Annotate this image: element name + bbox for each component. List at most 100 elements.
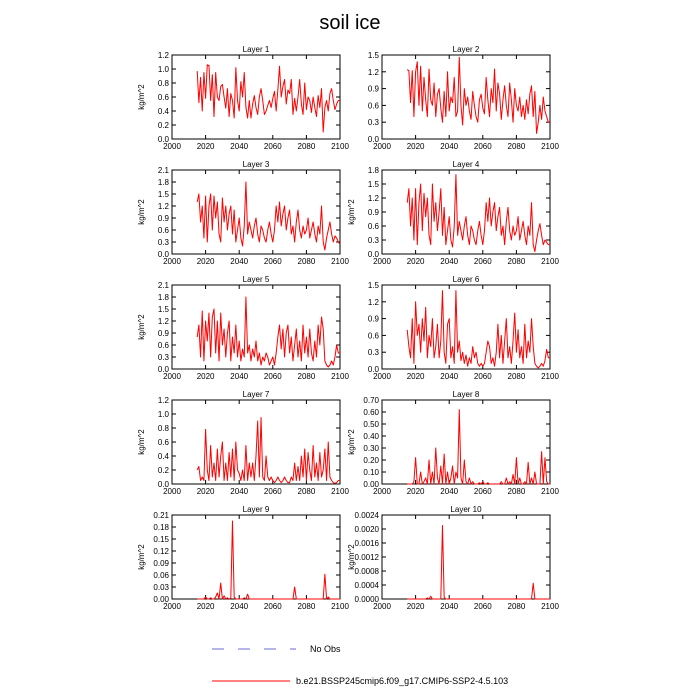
y-axis-label: kg/m^2 <box>137 84 146 110</box>
y-tick-label: 0.03 <box>153 583 169 592</box>
panel-layer-1: Layer 1 2000 2020 2040 2060 2080 2100 0.0 0.2 0.4… <box>137 45 349 151</box>
x-tick-label: 2000 <box>163 142 181 151</box>
x-tick-label: 2000 <box>373 372 391 381</box>
y-tick-label: 0.0008 <box>355 567 380 576</box>
panel-title: Layer 1 <box>243 45 270 54</box>
y-tick-label: 0.0 <box>158 135 170 144</box>
legend: No Obs b.e21.BSSP245cmip6.f09_g17.CMIP6-… <box>212 644 508 686</box>
x-tick-label: 2100 <box>541 257 559 266</box>
x-tick-label: 2000 <box>373 487 391 496</box>
y-tick-label: 1.5 <box>368 180 380 189</box>
y-tick-label: 1.2 <box>158 202 170 211</box>
y-tick-label: 0.6 <box>158 438 170 447</box>
x-tick-label: 2080 <box>298 487 316 496</box>
x-tick-label: 2000 <box>163 372 181 381</box>
plot-frame <box>171 169 341 255</box>
y-tick-label: 0.9 <box>158 214 170 223</box>
x-tick-label: 2060 <box>264 487 282 496</box>
y-axis-label: kg/m^2 <box>347 199 356 225</box>
y-tick-label: 0.0 <box>158 480 170 489</box>
y-tick-label: 1.2 <box>368 68 380 77</box>
plot-frame <box>381 284 551 370</box>
y-tick-label: 0.0 <box>158 250 170 259</box>
x-tick-label: 2060 <box>264 257 282 266</box>
series-line-1 <box>406 174 550 253</box>
x-tick-label: 2040 <box>230 487 248 496</box>
panel-title: Layer 7 <box>243 390 270 399</box>
panel-title: Layer 10 <box>450 505 482 514</box>
x-tick-label: 2020 <box>407 372 425 381</box>
y-tick-label: 0.0004 <box>355 581 380 590</box>
x-tick-label: 2080 <box>298 142 316 151</box>
x-tick-label: 2100 <box>541 602 559 611</box>
y-tick-label: 0.3 <box>158 353 170 362</box>
y-tick-label: 0.0 <box>368 135 380 144</box>
plot-frame <box>381 169 551 255</box>
x-tick-label: 2100 <box>331 142 349 151</box>
y-tick-label: 0.6 <box>158 93 170 102</box>
y-tick-label: 0.21 <box>153 511 169 520</box>
x-tick-label: 2100 <box>541 372 559 381</box>
y-tick-label: 0.00 <box>153 595 169 604</box>
y-tick-label: 0.6 <box>368 222 380 231</box>
plot-frame <box>171 284 341 370</box>
x-tick-label: 2080 <box>508 257 526 266</box>
plot-frame <box>171 514 341 600</box>
panel-title: Layer 4 <box>453 160 480 169</box>
x-tick-label: 2020 <box>197 142 215 151</box>
x-tick-label: 2080 <box>298 602 316 611</box>
series-line-1 <box>407 525 550 600</box>
y-axis-label: kg/m^2 <box>137 314 146 340</box>
x-tick-label: 2080 <box>508 602 526 611</box>
y-tick-label: 0.6 <box>368 101 380 110</box>
y-tick-label: 0.06 <box>153 571 169 580</box>
y-tick-label: 0.3 <box>368 348 380 357</box>
series-line-1 <box>196 64 340 133</box>
x-tick-label: 2040 <box>440 487 458 496</box>
y-tick-label: 1.5 <box>368 51 380 60</box>
plot-frame <box>381 399 551 485</box>
y-tick-label: 0.6 <box>158 226 170 235</box>
y-tick-label: 1.8 <box>158 178 170 187</box>
panels-grid: Layer 1 2000 2020 2040 2060 2080 2100 0.0 0.2 0.4… <box>137 45 559 611</box>
y-tick-label: 0.6 <box>368 331 380 340</box>
y-tick-label: 0.00 <box>363 480 379 489</box>
panel-layer-10: Layer 10 2000 2020 2040 2060 2080 2100 0.0000 0.… <box>347 505 559 611</box>
x-tick-label: 2000 <box>373 602 391 611</box>
x-tick-label: 2080 <box>298 257 316 266</box>
y-tick-label: 0.0020 <box>355 525 380 534</box>
y-tick-label: 1.5 <box>368 281 380 290</box>
y-tick-label: 0.0016 <box>355 539 380 548</box>
y-tick-label: 0.40 <box>363 432 379 441</box>
x-tick-label: 2040 <box>230 257 248 266</box>
y-tick-label: 0.50 <box>363 420 379 429</box>
x-tick-label: 2020 <box>407 487 425 496</box>
x-tick-label: 2000 <box>163 487 181 496</box>
y-tick-label: 0.15 <box>153 535 169 544</box>
panel-title: Layer 2 <box>453 45 480 54</box>
panel-title: Layer 8 <box>453 390 480 399</box>
panel-layer-5: Layer 5 2000 2020 2040 2060 2080 2100 0.0 0.3 0.6… <box>137 275 349 381</box>
x-tick-label: 2060 <box>474 487 492 496</box>
y-axis-label: kg/m^2 <box>347 429 356 455</box>
series-line-1 <box>196 181 341 251</box>
x-tick-label: 2060 <box>474 602 492 611</box>
panel-layer-6: Layer 6 2000 2020 2040 2060 2080 2100 0.0 0.3 0.6… <box>368 275 560 381</box>
x-tick-label: 2000 <box>373 257 391 266</box>
y-tick-label: 0.9 <box>368 85 380 94</box>
panel-layer-8: Layer 8 2000 2020 2040 2060 2080 2100 0.00 0.10 0… <box>347 390 559 496</box>
y-tick-label: 0.0 <box>158 365 170 374</box>
x-tick-label: 2000 <box>373 142 391 151</box>
x-tick-label: 2040 <box>440 142 458 151</box>
y-tick-label: 2.1 <box>158 281 170 290</box>
series-line-1 <box>196 417 340 484</box>
y-tick-label: 0.0012 <box>355 553 380 562</box>
x-tick-label: 2040 <box>440 602 458 611</box>
y-tick-label: 1.8 <box>158 293 170 302</box>
x-tick-label: 2040 <box>440 257 458 266</box>
y-tick-label: 0.20 <box>363 456 379 465</box>
y-tick-label: 0.3 <box>368 236 380 245</box>
y-tick-label: 1.0 <box>158 410 170 419</box>
y-axis-label: kg/m^2 <box>137 429 146 455</box>
